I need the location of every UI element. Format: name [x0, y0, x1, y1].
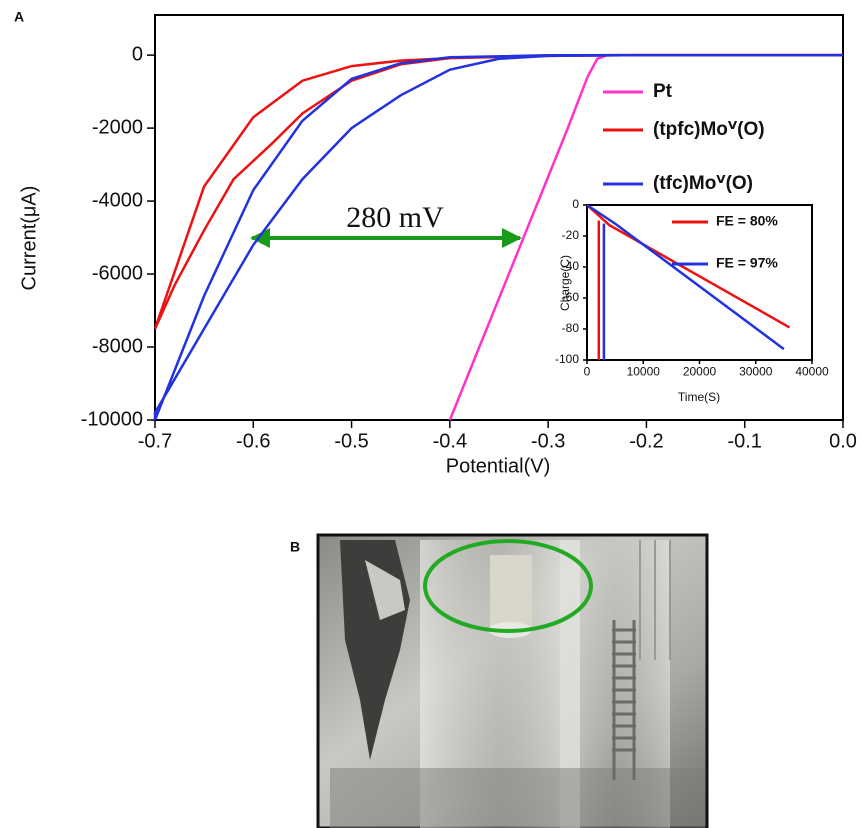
panel-label: A: [14, 9, 24, 25]
x-tick-label: -0.2: [629, 430, 663, 452]
x-tick-label: -0.1: [727, 430, 761, 452]
series-line: [586, 204, 791, 360]
x-tick-label: 0: [584, 365, 591, 379]
x-tick-label: 10000: [627, 365, 661, 379]
x-tick-label: -0.3: [531, 430, 565, 452]
y-tick-label: 0: [132, 43, 143, 65]
y-tick-label: 0: [572, 197, 579, 211]
y-axis-label: Charge(C): [558, 255, 572, 311]
y-tick-label: -6000: [92, 262, 143, 284]
y-tick-label: -4000: [92, 189, 143, 211]
series-line: [153, 53, 843, 421]
legend-label: FE = 80%: [716, 213, 778, 229]
y-tick-label: -80: [562, 321, 580, 335]
x-tick-label: -0.7: [138, 430, 172, 452]
y-tick-label: -10000: [81, 408, 143, 430]
legend-label: Pt: [653, 81, 673, 102]
photo: [316, 533, 709, 828]
y-tick-label: -8000: [92, 335, 143, 357]
y-tick-label: -40: [562, 259, 580, 273]
x-tick-label: 20000: [683, 365, 717, 379]
x-tick-label: -0.5: [334, 430, 368, 452]
y-tick-label: -100: [555, 352, 579, 366]
legend-label: (tpfc)Moⱽ(O): [653, 119, 765, 140]
y-tick-label: -2000: [92, 116, 143, 138]
x-tick-label: 40000: [795, 365, 829, 379]
legend-label: FE = 97%: [716, 255, 778, 271]
x-tick-label: -0.4: [433, 430, 467, 452]
x-tick-label: 0.0: [829, 430, 857, 452]
y-axis-label: Current(μA): [18, 186, 40, 291]
y-tick-label: -60: [562, 290, 580, 304]
panel-label: B: [290, 539, 300, 555]
x-axis-label: Potential(V): [446, 455, 551, 477]
y-tick-label: -20: [562, 228, 580, 242]
x-tick-label: -0.6: [236, 430, 270, 452]
plot-frame: [154, 14, 844, 421]
series-line: [586, 203, 785, 360]
x-tick-label: 30000: [739, 365, 773, 379]
legend-label: (tfc)Moⱽ(O): [653, 173, 753, 194]
annotation: 280 mV: [346, 201, 444, 234]
x-axis-label: Time(S): [678, 390, 720, 404]
